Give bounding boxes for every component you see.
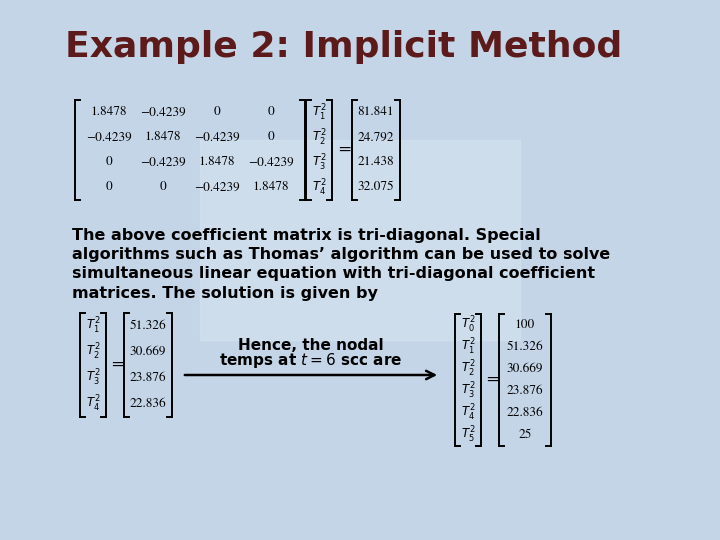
Text: −0.4239: −0.4239 xyxy=(140,106,186,118)
Text: −0.4239: −0.4239 xyxy=(194,181,240,193)
Text: −0.4239: −0.4239 xyxy=(86,132,132,144)
Text: 30.669: 30.669 xyxy=(130,346,166,358)
Text: $T_2^2$: $T_2^2$ xyxy=(86,342,100,362)
Text: −0.4239: −0.4239 xyxy=(194,132,240,144)
Text: $T_3^2$: $T_3^2$ xyxy=(461,381,475,401)
Text: −0.4239: −0.4239 xyxy=(248,157,294,168)
Text: Hence, the nodal: Hence, the nodal xyxy=(238,338,384,353)
Text: temps at $t=6$ scc are: temps at $t=6$ scc are xyxy=(220,352,402,370)
Text: $T_1^2$: $T_1^2$ xyxy=(461,337,475,357)
Text: 25: 25 xyxy=(518,429,531,441)
Text: 1.8478: 1.8478 xyxy=(145,132,181,144)
Text: 22.836: 22.836 xyxy=(130,398,166,410)
Text: 24.792: 24.792 xyxy=(358,132,395,144)
Text: 0: 0 xyxy=(106,157,112,168)
Text: 23.876: 23.876 xyxy=(507,385,544,397)
Text: 30.669: 30.669 xyxy=(507,363,543,375)
Text: $T_3^2$: $T_3^2$ xyxy=(312,152,326,173)
Text: 21.438: 21.438 xyxy=(358,157,395,168)
Text: Example 2: Implicit Method: Example 2: Implicit Method xyxy=(65,30,622,64)
Text: $T_4^2$: $T_4^2$ xyxy=(461,403,475,423)
Text: 0: 0 xyxy=(268,132,274,144)
Text: $T_4^2$: $T_4^2$ xyxy=(86,394,100,414)
Text: 22.836: 22.836 xyxy=(507,407,544,419)
Text: 51.326: 51.326 xyxy=(507,341,544,353)
Text: 51.326: 51.326 xyxy=(130,320,166,332)
Text: =: = xyxy=(486,372,498,388)
Text: 100: 100 xyxy=(515,319,535,331)
Text: =: = xyxy=(338,142,351,158)
Text: 23.876: 23.876 xyxy=(130,372,166,384)
Text: $T_1^2$: $T_1^2$ xyxy=(86,316,100,336)
Text: $T_5^2$: $T_5^2$ xyxy=(461,425,475,445)
Text: 0: 0 xyxy=(106,181,112,193)
Text: $T_0^2$: $T_0^2$ xyxy=(461,315,475,335)
Text: 0: 0 xyxy=(268,106,274,118)
Text: 1.8478: 1.8478 xyxy=(91,106,127,118)
Text: −0.4239: −0.4239 xyxy=(140,157,186,168)
Text: 0: 0 xyxy=(214,106,220,118)
Text: 81.841: 81.841 xyxy=(358,106,395,118)
Text: 0: 0 xyxy=(160,181,166,193)
Text: $T_2^2$: $T_2^2$ xyxy=(312,127,326,147)
Text: 1.8478: 1.8478 xyxy=(253,181,289,193)
Text: $T_1^2$: $T_1^2$ xyxy=(312,103,326,123)
Text: =: = xyxy=(111,357,123,373)
Text: $T_4^2$: $T_4^2$ xyxy=(312,178,326,198)
Text: 32.075: 32.075 xyxy=(358,181,395,193)
Text: $T_3^2$: $T_3^2$ xyxy=(86,368,100,388)
Bar xyxy=(200,140,520,340)
Text: $T_2^2$: $T_2^2$ xyxy=(461,359,475,379)
Text: The above coefficient matrix is tri-diagonal. Special
algorithms such as Thomas’: The above coefficient matrix is tri-diag… xyxy=(72,228,611,301)
Text: 1.8478: 1.8478 xyxy=(199,157,235,168)
